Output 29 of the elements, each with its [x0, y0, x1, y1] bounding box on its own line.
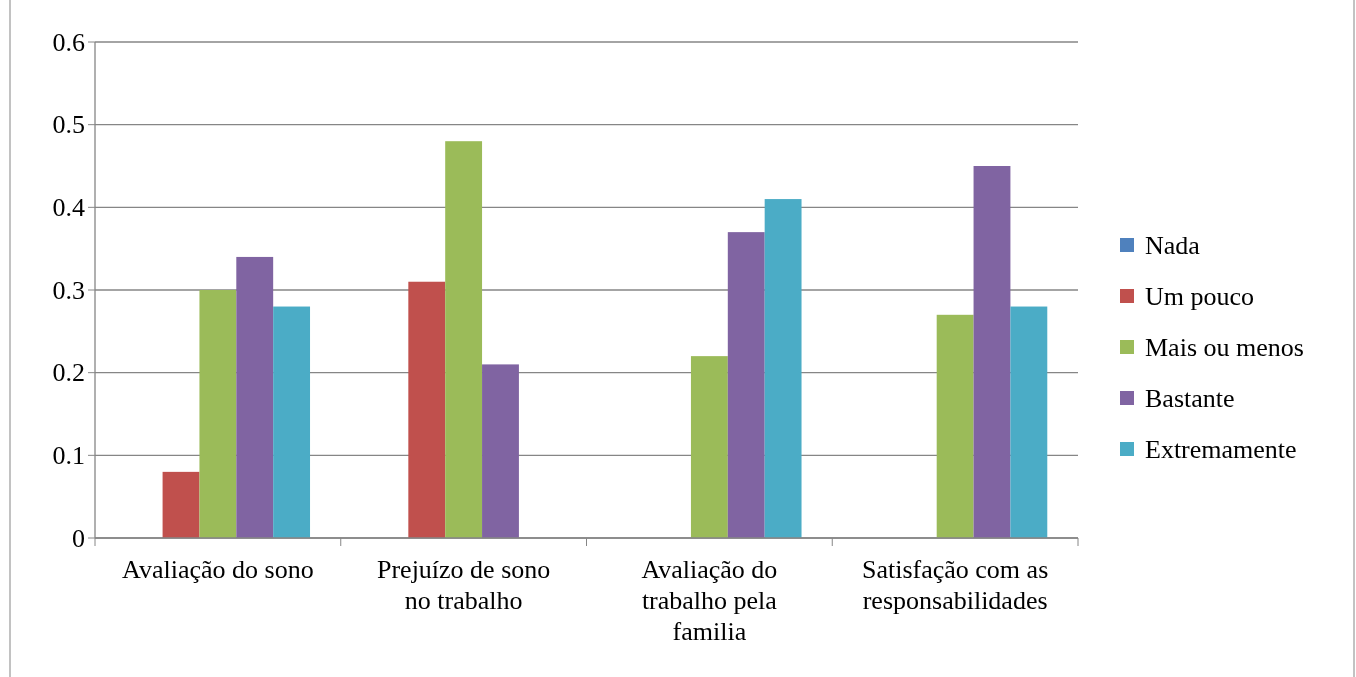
y-tick-label: 0.6: [52, 27, 85, 57]
legend-label: Um pouco: [1145, 281, 1255, 311]
bar: [445, 141, 483, 538]
bar: [162, 471, 200, 538]
bar: [236, 256, 274, 538]
y-tick-label: 0.3: [52, 275, 85, 305]
bar: [973, 166, 1011, 538]
bar: [482, 364, 519, 538]
x-tick-label: Satisfação com as responsabilidades: [861, 555, 1049, 615]
y-tick-label: 0.2: [52, 358, 85, 388]
bar: [727, 232, 765, 538]
x-tick-label: Avaliação do trabalho pela familia: [641, 555, 778, 646]
x-tick-label: Prejuízo de sono no trabalho: [376, 555, 551, 615]
bar: [764, 199, 802, 538]
legend-label: Nada: [1145, 230, 1201, 260]
y-tick-label: 0: [72, 523, 85, 553]
legend-label: Mais ou menos: [1145, 332, 1304, 362]
y-tick-label: 0.1: [52, 440, 85, 470]
legend-label: Extremamente: [1145, 434, 1297, 464]
bar: [408, 281, 446, 538]
bar: [690, 356, 728, 538]
bar: [936, 314, 974, 538]
legend-label: Bastante: [1145, 383, 1235, 413]
bar: [273, 306, 311, 538]
bar: [1010, 306, 1048, 538]
y-tick-label: 0.5: [52, 110, 85, 140]
bar: [199, 290, 237, 538]
y-tick-label: 0.4: [52, 192, 85, 222]
x-tick-label: Avaliação do sono: [122, 555, 314, 584]
